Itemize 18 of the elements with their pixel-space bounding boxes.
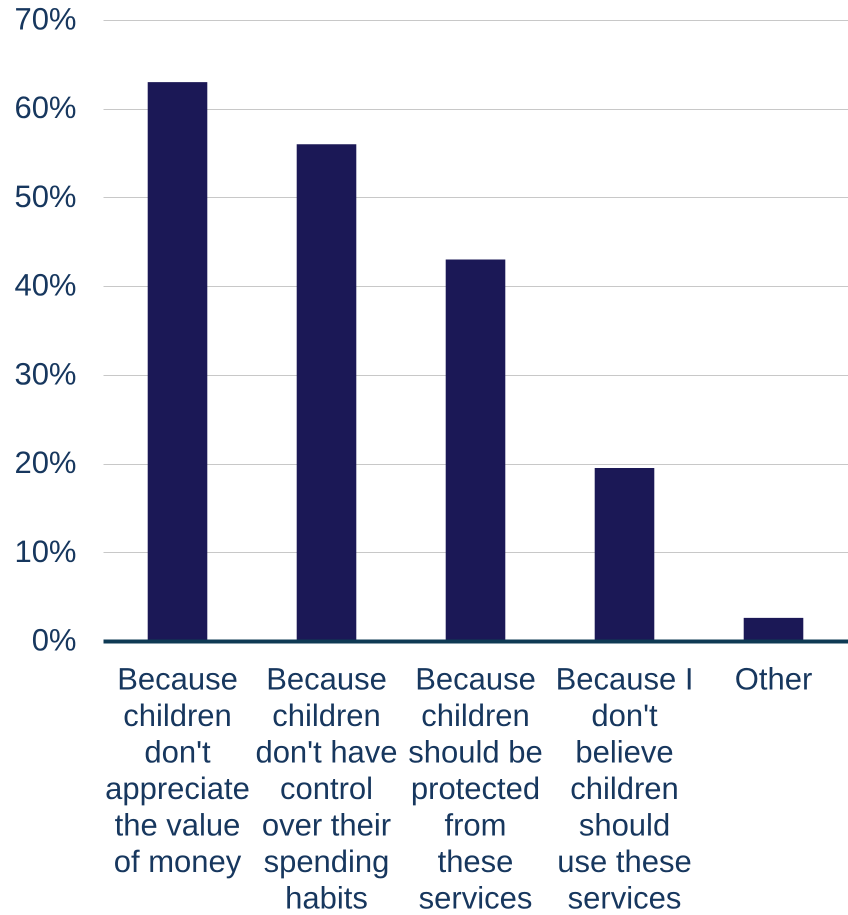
x-tick-label: Because children don't have control over their spending habits [255,662,398,915]
y-tick-label: 30% [14,356,76,392]
y-tick-label: 60% [14,90,76,126]
bar [296,144,356,641]
bar [594,468,654,641]
y-tick-label: 10% [14,534,76,569]
x-tick-label: Other [734,662,812,696]
bar [446,260,506,641]
bar [148,82,208,641]
y-tick-label: 40% [14,268,76,303]
y-tick-label: 70% [14,2,76,36]
x-tick-label: Because I don't believe children should use these services [556,662,694,915]
y-tick-label: 0% [32,622,76,658]
y-tick-label: 20% [14,445,76,480]
bar [744,618,804,641]
y-tick-label: 50% [14,178,76,214]
x-tick-label: Because children should be protected from these services [408,662,543,915]
x-tick-label: Because children don't appreciate the value of money [105,662,250,879]
